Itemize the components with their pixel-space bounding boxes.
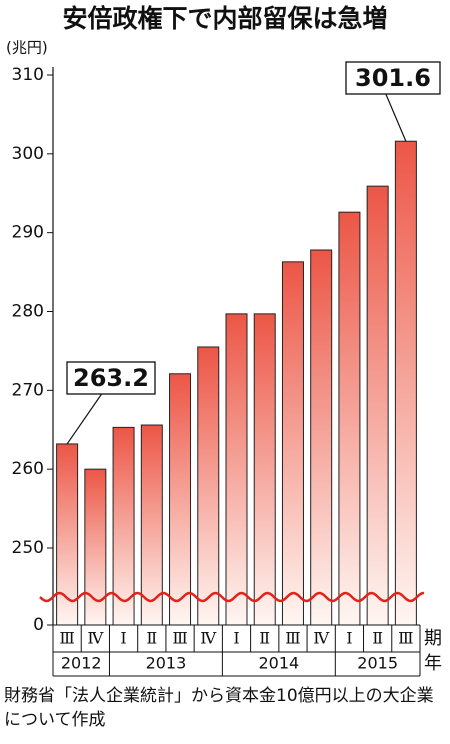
- y-tick-label: 290: [12, 223, 44, 243]
- x-tick-label: Ⅱ: [146, 629, 157, 648]
- callout-pointer: [66, 391, 104, 445]
- y-tick-label: 300: [12, 144, 44, 164]
- y-tick-label: 0: [33, 615, 44, 635]
- x-tick-label: Ⅲ: [285, 629, 300, 648]
- x-tick-label: Ⅳ: [200, 629, 217, 648]
- x-group-tick-label: 2013: [146, 654, 187, 673]
- x-group-tick-label: 2012: [61, 654, 102, 673]
- axis-break: [39, 591, 425, 603]
- value-label: 301.6: [355, 64, 431, 92]
- y-tick-label: 280: [12, 302, 44, 322]
- callout-pointer: [384, 91, 407, 142]
- note-box: 財務省「法人企業統計」から資本金10億円以上の大企業について作成: [4, 686, 434, 730]
- bar: [281, 261, 304, 626]
- x-group-tick-label: 2015: [357, 654, 398, 673]
- value-label: 263.2: [73, 364, 149, 392]
- bar: [253, 313, 276, 626]
- x-tick-label: Ⅱ: [372, 629, 383, 648]
- bar: [225, 313, 248, 626]
- source-note: 財務省「法人企業統計」から資本金10億円以上の大企業について作成: [4, 686, 434, 730]
- x-tick-label: Ⅲ: [398, 629, 413, 648]
- y-tick-label: 270: [12, 380, 44, 400]
- bar: [310, 249, 333, 626]
- bar: [338, 211, 361, 626]
- callout-box: [345, 61, 441, 95]
- x-tick-label: Ⅳ: [313, 629, 330, 648]
- y-tick-label: 310: [12, 65, 44, 85]
- y-axis-label: (兆円): [6, 39, 48, 57]
- chart-title: 安倍政権下で内部留保は急増: [62, 4, 387, 33]
- x-group-tick-label: 2014: [258, 654, 299, 673]
- y-tick-label: 250: [12, 538, 44, 558]
- bar: [84, 468, 107, 626]
- bar: [169, 373, 192, 626]
- y-tick-label: 260: [12, 459, 44, 479]
- x-tick-label: Ⅲ: [172, 629, 187, 648]
- x-tick-label: Ⅰ: [346, 629, 352, 648]
- x-tick-label: Ⅱ: [259, 629, 270, 648]
- bar: [394, 140, 417, 626]
- x-tick-label: Ⅰ: [233, 629, 239, 648]
- x-tick-label: Ⅲ: [59, 629, 74, 648]
- x-tick-label: Ⅳ: [87, 629, 104, 648]
- x-group-label: 年: [424, 653, 442, 674]
- callout-box: [66, 361, 156, 395]
- x-axis-label: 期: [424, 628, 442, 649]
- bar: [366, 185, 389, 626]
- x-tick-label: Ⅰ: [120, 629, 126, 648]
- bar: [197, 346, 220, 626]
